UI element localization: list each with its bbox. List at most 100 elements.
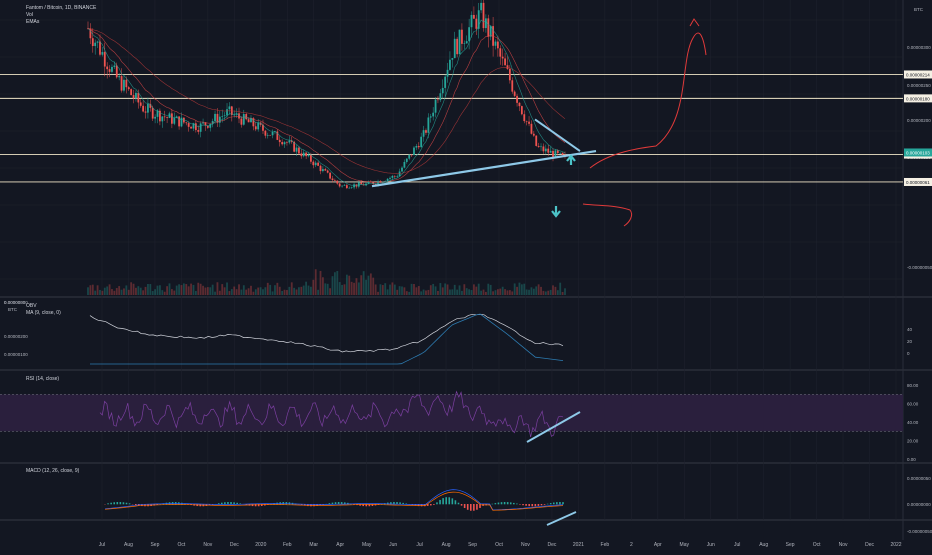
volume-bar (166, 286, 168, 295)
volume-bar (176, 286, 178, 295)
candle-body (430, 116, 432, 117)
candle-body (133, 95, 135, 98)
volume-bar (356, 278, 358, 295)
candle-body (109, 69, 111, 72)
time-axis-label: Mar (309, 542, 318, 548)
volume-bar (509, 290, 511, 295)
volume-bar (540, 287, 542, 295)
volume-bar (154, 289, 156, 295)
candle-body (543, 146, 545, 151)
vol-indicator-label[interactable]: Vol (26, 12, 96, 19)
volume-bar (322, 277, 324, 295)
volume-bar (305, 282, 307, 295)
volume-bar (483, 290, 485, 295)
candle-body (121, 76, 123, 91)
volume-bar (516, 287, 518, 295)
volume-bar (236, 289, 238, 295)
volume-bar (324, 283, 326, 295)
candle-body (272, 132, 274, 135)
volume-bar (550, 290, 552, 295)
volume-bar (348, 276, 350, 295)
volume-bar (157, 286, 159, 295)
candle-body (305, 153, 307, 157)
volume-bar (360, 275, 362, 295)
macd-histogram-bar (473, 504, 475, 511)
macd-histogram-bar (516, 504, 518, 505)
volume-bar (133, 284, 135, 295)
macd-histogram-bar (519, 504, 521, 505)
volume-bar (444, 283, 446, 295)
volume-bar (260, 287, 262, 295)
descending-trendline (535, 119, 580, 151)
candle-body (99, 42, 101, 55)
volume-bar (384, 283, 386, 295)
volume-bar (202, 286, 204, 295)
candle-body (229, 106, 231, 109)
candle-body (214, 114, 216, 121)
candle-body (408, 155, 410, 159)
volume-bar (353, 283, 355, 295)
rsi-axis-tick: 20.00 (907, 439, 919, 444)
candle-body (137, 93, 139, 103)
symbol-title[interactable]: Fantom / Bitcoin, 1D, BINANCE (26, 5, 96, 12)
volume-bar (224, 287, 226, 295)
candle-body (394, 176, 396, 177)
volume-bar (109, 284, 111, 295)
volume-bar (451, 289, 453, 295)
candle-body (284, 142, 286, 144)
macd-label[interactable]: MACD (12, 26, close, 9) (26, 468, 79, 475)
volume-bar (267, 283, 269, 295)
candle-body (531, 124, 533, 134)
rsi-label[interactable]: RSI (14, close) (26, 376, 59, 383)
macd-histogram-bar (559, 502, 561, 504)
candle-body (221, 116, 223, 117)
candle-body (528, 122, 530, 124)
time-axis-label: 2020 (255, 542, 266, 548)
emas-indicator-label[interactable]: EMAs (26, 19, 96, 26)
candle-body (387, 179, 389, 181)
volume-bar (473, 284, 475, 295)
candle-body (190, 127, 192, 129)
macd-histogram-bar (550, 503, 552, 504)
volume-bar (140, 288, 142, 295)
macd-histogram-bar (495, 503, 497, 504)
candle-body (135, 93, 137, 98)
volume-bar (372, 278, 374, 295)
candle-body (562, 153, 564, 155)
macd-histogram-bar (504, 502, 506, 504)
volume-bar (121, 290, 123, 295)
volume-bar (207, 287, 209, 295)
candle-body (451, 58, 453, 60)
candle-body (516, 96, 518, 103)
volume-bar (559, 283, 561, 295)
macd-histogram-bar (470, 504, 472, 511)
candle-body (281, 142, 283, 144)
macd-histogram-bar (507, 502, 509, 504)
volume-bar (130, 282, 132, 295)
volume-bar (248, 288, 250, 295)
volume-bar (296, 290, 298, 295)
time-axis-label: May (680, 542, 690, 548)
candle-body (552, 151, 554, 157)
obv-right-tick: 40 (907, 327, 913, 332)
candle-body (459, 30, 461, 54)
time-axis-label: Nov (839, 542, 848, 548)
candle-body (557, 150, 559, 153)
volume-bar (193, 285, 195, 295)
candle-body (125, 80, 127, 87)
candle-body (322, 169, 324, 171)
obv-label[interactable]: OBV (26, 303, 61, 310)
candle-body (92, 38, 94, 46)
obv-ma-label[interactable]: MA (9, close, 0) (26, 310, 61, 317)
rsi-band (0, 394, 903, 431)
candle-body (348, 188, 350, 189)
candle-body (334, 180, 336, 181)
level-price-label: 0.00000214 (906, 72, 930, 77)
candle-body (332, 179, 334, 180)
volume-bar (408, 292, 410, 295)
volume-bar (164, 292, 166, 295)
candle-body (320, 166, 322, 171)
candle-body (101, 52, 103, 55)
volume-bar (538, 284, 540, 295)
